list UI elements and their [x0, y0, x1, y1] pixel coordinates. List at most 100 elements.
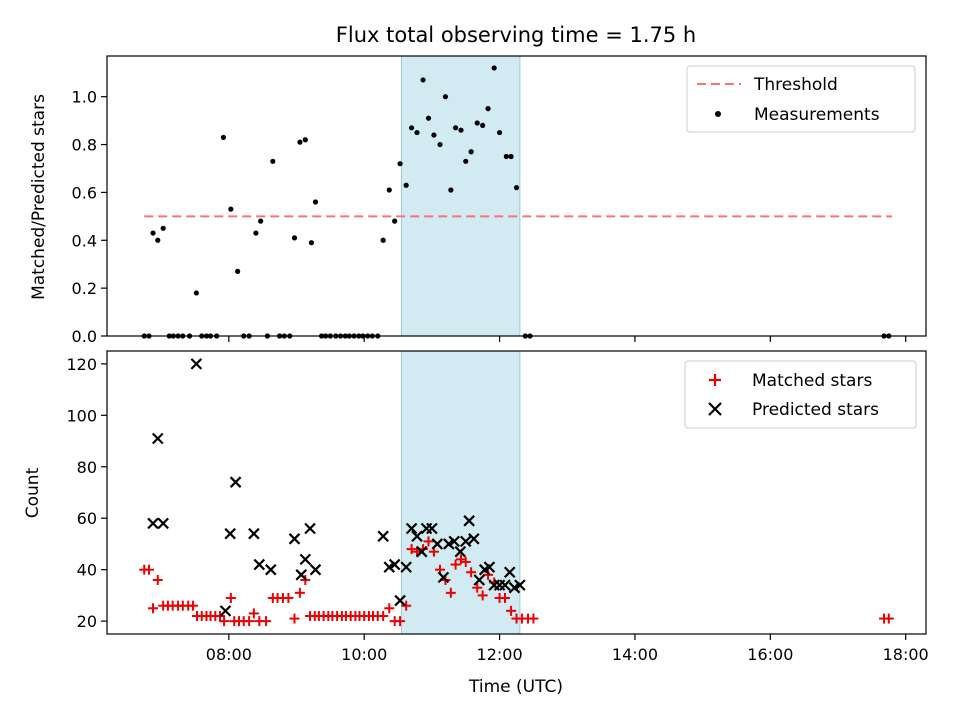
- count-panel: 20 40 60 80 100 120 08:00 10:00 12:00 14:00 16:00…: [23, 350, 929, 697]
- predicted-point: [503, 566, 516, 579]
- y-tick-label: 0.4: [72, 231, 97, 250]
- count-legend-box: [684, 360, 917, 429]
- measurement-point: [408, 125, 415, 131]
- matched-point: [215, 610, 226, 621]
- matched-point: [152, 574, 163, 585]
- matched-point: [499, 592, 510, 603]
- predicted-point: [288, 533, 301, 545]
- predicted-point: [151, 432, 164, 445]
- measurement-point: [442, 94, 449, 100]
- y-tick-label: 0.0: [72, 327, 97, 346]
- x-tick-label: 12:00: [477, 645, 523, 664]
- measurement-point: [258, 218, 264, 224]
- figure-title: Flux total observing time = 1.75 h: [336, 23, 696, 47]
- predicted-point: [394, 594, 406, 607]
- measurement-point: [386, 187, 392, 193]
- predicted-point: [147, 517, 159, 530]
- matched-point: [289, 613, 300, 624]
- x-tick-label: 14:00: [612, 645, 658, 664]
- measurement-point: [431, 132, 437, 138]
- measurement-point: [508, 153, 514, 160]
- y-tick-label: 0.6: [72, 183, 97, 202]
- matched-point: [466, 567, 477, 578]
- matched-point: [450, 559, 461, 570]
- matched-point: [401, 600, 412, 611]
- measurement-point: [235, 268, 241, 274]
- legend-predicted-label: Predicted stars: [752, 400, 879, 420]
- matched-point: [445, 587, 456, 598]
- y-tick-label: 1.0: [72, 88, 97, 107]
- measurement-point: [403, 182, 409, 188]
- matched-point: [244, 616, 255, 627]
- matched-point: [294, 587, 305, 598]
- measurement-point: [253, 230, 259, 236]
- predicted-point: [499, 579, 511, 591]
- x-tick-label: 16:00: [747, 645, 793, 664]
- predicted-point: [473, 574, 486, 586]
- measurement-point: [491, 65, 497, 71]
- measurement-point: [220, 134, 227, 140]
- count-axes-frame: [106, 350, 927, 635]
- predicted-point: [388, 558, 401, 571]
- ratio-legend: Threshold Measurements: [686, 65, 916, 133]
- predicted-point: [377, 530, 389, 543]
- matched-point: [187, 600, 198, 611]
- matched-point: [506, 605, 517, 616]
- y-tick-label: 0.8: [72, 136, 97, 155]
- x-axis-ticks: [228, 336, 907, 342]
- matched-point: [384, 603, 395, 614]
- measurement-point: [291, 235, 298, 241]
- measurement-point: [452, 125, 459, 131]
- legend-measurements-label: Measurements: [754, 105, 880, 125]
- measurement-point: [150, 230, 156, 236]
- predicted-point: [253, 558, 266, 571]
- x-axis-label: Time (UTC): [468, 677, 563, 697]
- ratio-panel: 0.0 0.2 0.4 0.6 0.8 1.0 Matched/Predicted sta…: [29, 55, 927, 346]
- y-axis-ticks: 20 40 60 80 100 120: [66, 355, 107, 631]
- predicted-point: [426, 522, 438, 535]
- measurement-point: [308, 240, 315, 246]
- predicted-point: [400, 561, 412, 573]
- predicted-point: [468, 533, 480, 545]
- matched-point: [528, 613, 539, 624]
- measurement-point: [414, 129, 420, 136]
- measurement-point: [228, 206, 234, 212]
- measurement-point: [513, 185, 520, 191]
- measurement-point: [463, 158, 469, 164]
- matched-point: [460, 556, 471, 567]
- measurement-point: [392, 218, 398, 224]
- y-tick-label: 80: [77, 458, 97, 477]
- measurement-point: [312, 199, 319, 205]
- matched-point: [143, 564, 154, 575]
- predicted-point: [224, 527, 236, 540]
- measurement-point: [458, 127, 464, 133]
- y-tick-label: 120: [66, 355, 97, 374]
- y-tick-label: 60: [77, 509, 97, 528]
- matched-point: [248, 608, 259, 619]
- measurement-point: [503, 153, 509, 160]
- x-tick-label: 10:00: [341, 645, 387, 664]
- y-tick-label: 0.2: [72, 279, 97, 298]
- measurement-point: [425, 115, 432, 121]
- y-tick-label: 20: [77, 612, 97, 631]
- predicted-point: [448, 535, 461, 548]
- matched-point: [225, 592, 236, 603]
- legend-predicted-swatch: [708, 402, 722, 416]
- predicted-point: [219, 605, 232, 617]
- count-y-axis-label: Count: [23, 467, 43, 518]
- legend-measurements-swatch: [715, 111, 721, 117]
- legend-matched-swatch: [709, 374, 721, 386]
- measurement-point: [302, 137, 308, 143]
- highlight-span: [400, 55, 521, 337]
- matched-point: [148, 603, 159, 614]
- matched-point: [406, 544, 417, 555]
- matched-point: [477, 590, 488, 601]
- y-axis-ticks: 0.0 0.2 0.4 0.6 0.8 1.0: [72, 88, 107, 346]
- matched-point: [261, 616, 272, 627]
- matched-point: [395, 616, 406, 627]
- predicted-point: [415, 545, 428, 558]
- predicted-point: [265, 563, 277, 576]
- measurement-point: [474, 120, 480, 126]
- measurement-point: [155, 237, 161, 243]
